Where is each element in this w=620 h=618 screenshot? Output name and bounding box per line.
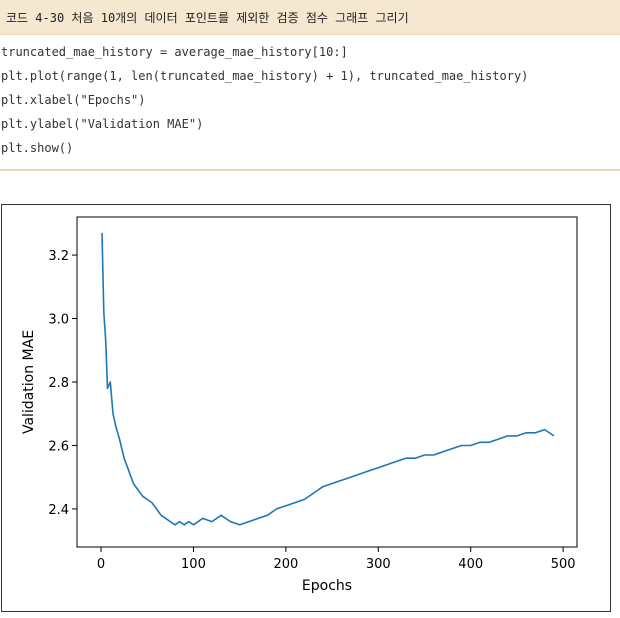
y-tick-label: 2.8 bbox=[48, 376, 69, 391]
x-tick-label: 200 bbox=[273, 557, 298, 572]
y-tick-label: 2.6 bbox=[48, 439, 69, 454]
y-tick-label: 3.0 bbox=[48, 313, 69, 328]
y-axis-ticks: 2.4 2.6 2.8 3.0 3.2 bbox=[48, 249, 77, 518]
y-tick-label: 2.4 bbox=[48, 503, 69, 518]
x-tick-label: 500 bbox=[551, 557, 576, 572]
series-group bbox=[101, 232, 555, 526]
code-line: plt.xlabel("Epochs") bbox=[1, 93, 146, 107]
series-line-validation-mae bbox=[101, 232, 555, 526]
x-tick-label: 300 bbox=[366, 557, 391, 572]
code-line: plt.plot(range(1, len(truncated_mae_hist… bbox=[1, 69, 529, 83]
plot-area bbox=[76, 216, 578, 548]
x-tick-label: 0 bbox=[97, 557, 105, 572]
code-caption: 코드 4-30 처음 10개의 데이터 포인트를 제외한 검증 점수 그래프 그… bbox=[6, 11, 409, 25]
line-chart: 0 100 200 300 400 500 2.42.62.83.03.2 Epochs … bbox=[21, 216, 578, 594]
x-tick-label: 100 bbox=[181, 557, 206, 572]
y-tick-label: 3.2 bbox=[48, 249, 69, 264]
code-divider bbox=[0, 169, 620, 171]
x-axis-ticks: 0 100 200 300 400 500 bbox=[97, 547, 576, 572]
code-caption-bar: 코드 4-30 처음 10개의 데이터 포인트를 제외한 검증 점수 그래프 그… bbox=[0, 0, 620, 35]
figure-frame: 0 100 200 300 400 500 2.4 2.6 2.8 3.0 3.2 Epochs … bbox=[1, 204, 611, 612]
code-block: truncated_mae_history = average_mae_hist… bbox=[0, 40, 620, 160]
x-axis-label: Epochs bbox=[302, 578, 352, 594]
y-axis-label: Validation MAE bbox=[21, 330, 37, 434]
code-line: truncated_mae_history = average_mae_hist… bbox=[1, 45, 348, 59]
code-line: plt.show() bbox=[1, 141, 74, 155]
x-tick-label: 400 bbox=[458, 557, 483, 572]
code-line: plt.ylabel("Validation MAE") bbox=[1, 117, 204, 131]
